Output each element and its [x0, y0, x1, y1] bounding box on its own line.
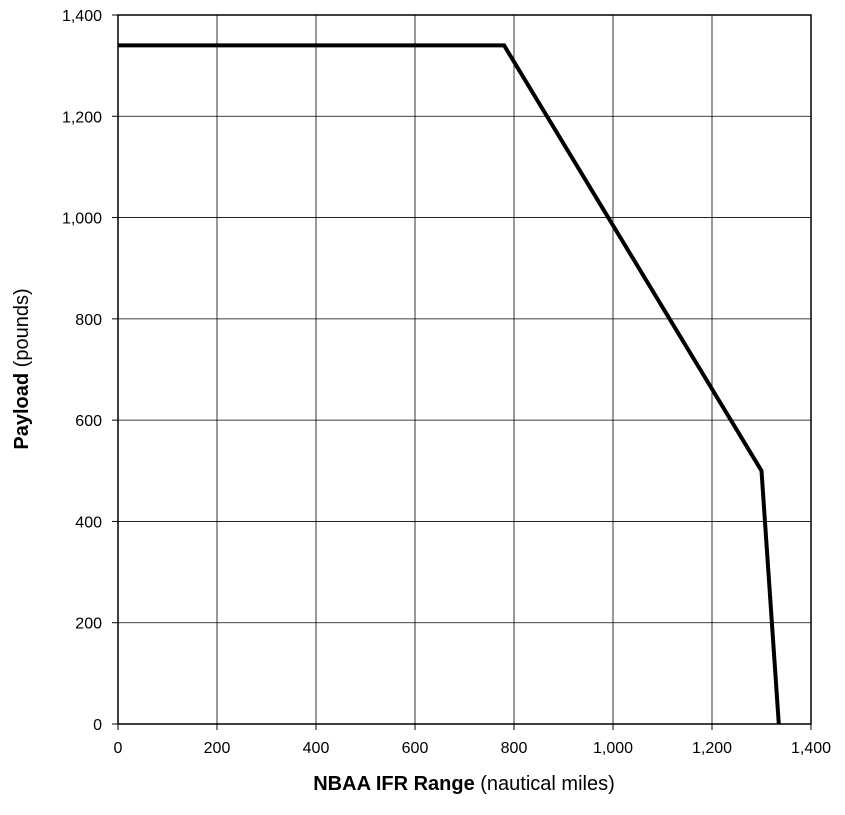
y-tick-label: 1,000 — [62, 211, 102, 228]
y-tick-label: 800 — [75, 312, 102, 329]
y-tick-label: 0 — [93, 717, 102, 734]
y-tick-label: 400 — [75, 514, 102, 531]
plot-area-frame — [118, 15, 811, 724]
y-axis-title-bold: Payload — [11, 373, 33, 450]
y-tick-label: 1,400 — [62, 8, 102, 25]
x-tick-label: 400 — [303, 740, 330, 757]
y-tick-label: 600 — [75, 413, 102, 430]
tick-labels: 0 200 400 600 800 1,000 1,200 1,400 0 200 400 600 80… — [62, 8, 831, 757]
grid — [118, 15, 811, 724]
x-tick-label: 800 — [501, 740, 528, 757]
y-axis-title-unit: (pounds) — [11, 288, 33, 373]
x-tick-label: 600 — [402, 740, 429, 757]
x-tick-label: 1,400 — [791, 740, 831, 757]
x-tick-label: 200 — [204, 740, 231, 757]
x-tick-label: 1,000 — [593, 740, 633, 757]
y-tick-label: 1,200 — [62, 109, 102, 126]
x-tick-label: 0 — [114, 740, 123, 757]
x-axis-title-unit: (nautical miles) — [475, 773, 615, 795]
y-axis-title: Payload (pounds) — [11, 288, 33, 449]
x-tick-label: 1,200 — [692, 740, 732, 757]
x-axis-title-bold: NBAA IFR Range — [313, 773, 474, 795]
x-axis-title: NBAA IFR Range (nautical miles) — [313, 773, 615, 795]
y-tick-label: 200 — [75, 616, 102, 633]
